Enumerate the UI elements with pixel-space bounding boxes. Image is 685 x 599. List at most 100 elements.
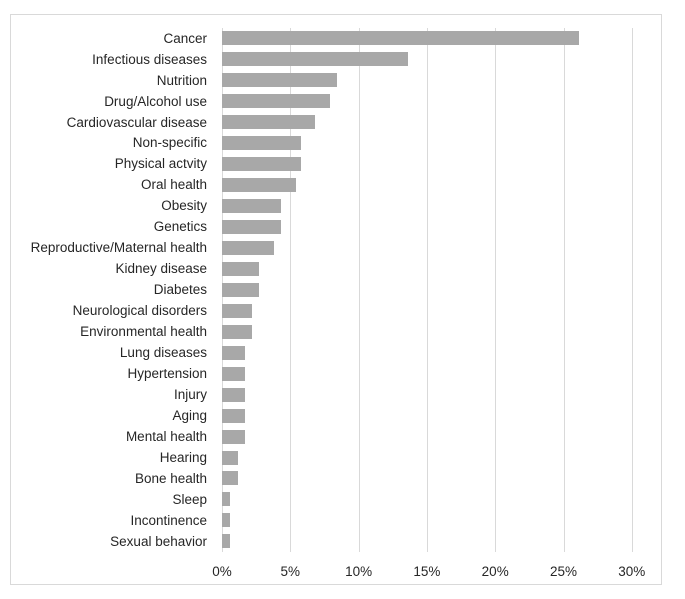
bar-row: Obesity <box>11 196 661 217</box>
bar-track <box>222 510 661 531</box>
bar-row: Lung diseases <box>11 342 661 363</box>
category-label: Obesity <box>161 198 207 214</box>
bar <box>222 303 253 318</box>
bar-rows: Cancer Infectious diseases Nutrition Drug/A… <box>11 28 661 552</box>
category-label: Neurological disorders <box>72 303 207 319</box>
bar <box>222 492 231 507</box>
bar-track <box>222 321 661 342</box>
bar-track <box>222 279 661 300</box>
bar-row: Non-specific <box>11 133 661 154</box>
bar-row: Injury <box>11 384 661 405</box>
bar-row: Hearing <box>11 447 661 468</box>
category-label: Bone health <box>134 470 207 486</box>
category-label: Kidney disease <box>115 261 207 277</box>
gridline <box>290 28 292 552</box>
x-axis-tick-label: 15% <box>413 564 441 579</box>
bar-track <box>222 426 661 447</box>
bar <box>222 136 302 151</box>
category-label: Aging <box>172 407 207 423</box>
bar-track <box>222 49 661 70</box>
x-axis-tick-label: 10% <box>345 564 373 579</box>
bar-row: Oral health <box>11 175 661 196</box>
bar <box>222 471 239 486</box>
bar <box>222 241 274 255</box>
bar-row: Incontinence <box>11 510 661 531</box>
bar <box>222 220 281 235</box>
category-label: Infectious diseases <box>92 51 207 67</box>
bar-track <box>222 468 661 489</box>
bar-row: Cardiovascular disease <box>11 112 661 133</box>
bar-track <box>222 447 661 468</box>
bar <box>222 52 408 67</box>
bar <box>222 31 579 46</box>
bar-row: Nutrition <box>11 70 661 91</box>
bar <box>222 534 231 549</box>
bar-row: Physical actvity <box>11 154 661 175</box>
bar-row: Diabetes <box>11 279 661 300</box>
bar-track <box>222 489 661 510</box>
category-label: Physical actvity <box>114 156 207 172</box>
bar <box>222 513 231 528</box>
category-label: Drug/Alcohol use <box>104 93 207 109</box>
bar-track <box>222 175 661 196</box>
category-label: Diabetes <box>153 282 207 298</box>
bar-row: Kidney disease <box>11 258 661 279</box>
bar <box>222 115 315 130</box>
bar-row: Sleep <box>11 489 661 510</box>
category-label: Genetics <box>153 219 207 235</box>
bar-row: Hypertension <box>11 363 661 384</box>
bar-row: Neurological disorders <box>11 300 661 321</box>
x-axis-tick-label: 30% <box>618 564 646 579</box>
category-label: Sleep <box>172 491 207 507</box>
bar-track <box>222 363 661 384</box>
bar <box>222 261 259 276</box>
bar-track <box>222 258 661 279</box>
bar-row: Aging <box>11 405 661 426</box>
x-axis-tick-label: 0% <box>212 564 232 579</box>
bar-track <box>222 28 661 49</box>
bar-row: Drug/Alcohol use <box>11 91 661 112</box>
bar <box>222 345 246 360</box>
gridline <box>426 28 428 552</box>
bar-track <box>222 154 661 175</box>
bar-track <box>222 196 661 217</box>
gridline <box>563 28 565 552</box>
bar <box>222 199 281 214</box>
x-axis-tick-label: 20% <box>481 564 509 579</box>
category-label: Non-specific <box>132 135 207 151</box>
category-label: Incontinence <box>130 512 207 528</box>
category-label: Lung diseases <box>119 345 207 361</box>
bar <box>222 429 246 444</box>
category-label: Environmental health <box>80 324 207 340</box>
bar <box>222 157 302 172</box>
bar-track <box>222 112 661 133</box>
bar <box>222 450 239 465</box>
chart-frame: Cancer Infectious diseases Nutrition Drug/A… <box>10 14 662 585</box>
bar <box>222 73 337 88</box>
x-axis-tick-label: 25% <box>549 564 578 579</box>
gridline <box>495 28 497 552</box>
category-label: Hearing <box>159 449 207 465</box>
bar-row: Infectious diseases <box>11 49 661 70</box>
bar-track <box>222 531 661 552</box>
gridline <box>358 28 360 552</box>
bar-row: Environmental health <box>11 321 661 342</box>
bar-track <box>222 133 661 154</box>
category-label: Reproductive/Maternal health <box>30 240 207 256</box>
category-label: Hypertension <box>127 365 207 381</box>
bar-track <box>222 70 661 91</box>
category-label: Nutrition <box>156 72 207 88</box>
bar-row: Reproductive/Maternal health <box>11 238 661 259</box>
bar-track <box>222 300 661 321</box>
bar <box>222 178 296 193</box>
bar-track <box>222 342 661 363</box>
category-label: Mental health <box>125 428 207 444</box>
bar-row: Genetics <box>11 217 661 238</box>
category-label: Oral health <box>140 177 207 193</box>
x-axis: 0% 5% 10% 15% 20% 25% 30% <box>212 562 662 584</box>
category-label: Sexual behavior <box>110 533 207 549</box>
bar <box>222 387 246 402</box>
bar-row: Sexual behavior <box>11 531 661 552</box>
bar-row: Bone health <box>11 468 661 489</box>
